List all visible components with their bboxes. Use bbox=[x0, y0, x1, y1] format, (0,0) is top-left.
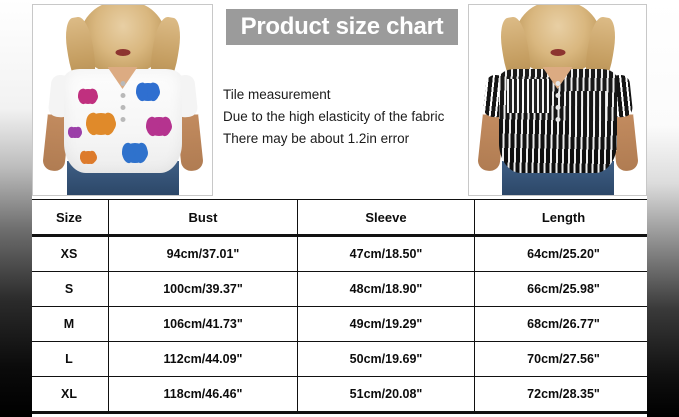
cell-bust: 94cm/37.01" bbox=[108, 235, 298, 272]
hair bbox=[79, 5, 166, 73]
column-header-bust: Bust bbox=[108, 199, 298, 237]
lips bbox=[550, 49, 565, 56]
cell-sleeve: 50cm/19.69" bbox=[297, 341, 475, 377]
table-row: L 112cm/44.09" 50cm/19.69" 70cm/27.56" bbox=[29, 341, 653, 377]
cell-length: 68cm/26.77" bbox=[474, 306, 653, 342]
hair bbox=[514, 5, 601, 73]
cell-length: 72cm/28.35" bbox=[474, 376, 653, 414]
cell-bust: 100cm/39.37" bbox=[108, 271, 298, 307]
butterfly-print-blue bbox=[135, 83, 160, 101]
note-line-3: There may be about 1.2in error bbox=[223, 131, 410, 146]
cell-length: 66cm/25.98" bbox=[474, 271, 653, 307]
cell-bust: 112cm/44.09" bbox=[108, 341, 298, 377]
cell-size: L bbox=[29, 341, 109, 377]
button bbox=[555, 93, 560, 98]
cell-size: S bbox=[29, 271, 109, 307]
info-column: Product size chart Tile measurement Due … bbox=[218, 0, 466, 200]
note-line-2: Due to the high elasticity of the fabric bbox=[223, 109, 445, 124]
button-placket bbox=[117, 69, 129, 129]
table-row: XL 118cm/46.46" 51cm/20.08" 72cm/28.35" bbox=[29, 376, 653, 414]
button bbox=[120, 117, 125, 122]
product-photo-left bbox=[32, 4, 213, 196]
button bbox=[120, 81, 125, 86]
table-row: XS 94cm/37.01" 47cm/18.50" 64cm/25.20" bbox=[29, 235, 653, 272]
cell-size: XS bbox=[29, 235, 109, 272]
table-row: M 106cm/41.73" 49cm/19.29" 68cm/26.77" bbox=[29, 306, 653, 342]
table-header-row: Size Bust Sleeve Length bbox=[29, 199, 653, 237]
button-placket bbox=[552, 69, 564, 129]
cell-bust: 106cm/41.73" bbox=[108, 306, 298, 342]
cell-length: 64cm/25.20" bbox=[474, 235, 653, 272]
page-title: Product size chart bbox=[240, 13, 444, 40]
cell-sleeve: 48cm/18.90" bbox=[297, 271, 475, 307]
butterfly-print-magenta bbox=[77, 89, 98, 104]
button bbox=[120, 105, 125, 110]
measurement-notes: Tile measurement Due to the high elastic… bbox=[223, 84, 467, 150]
butterfly-print-blue-lower bbox=[121, 143, 148, 163]
title-banner: Product size chart bbox=[226, 9, 458, 45]
black-striped-blouse bbox=[498, 67, 617, 173]
lips bbox=[115, 49, 130, 56]
cell-bust: 118cm/46.46" bbox=[108, 376, 298, 414]
cell-length: 70cm/27.56" bbox=[474, 341, 653, 377]
model-illustration-black-blouse bbox=[469, 5, 646, 195]
table-row: S 100cm/39.37" 48cm/18.90" 66cm/25.98" bbox=[29, 271, 653, 307]
product-photo-right bbox=[468, 4, 647, 196]
butterfly-print-purple bbox=[145, 117, 172, 136]
button bbox=[555, 117, 560, 122]
cell-size: XL bbox=[29, 376, 109, 414]
white-butterfly-blouse bbox=[63, 67, 182, 173]
butterfly-print-orange bbox=[85, 113, 116, 135]
top-section: Product size chart Tile measurement Due … bbox=[32, 0, 647, 200]
column-header-sleeve: Sleeve bbox=[297, 199, 475, 237]
butterfly-print-violet-small bbox=[67, 127, 82, 138]
left-letterbox-band bbox=[0, 0, 32, 417]
cell-sleeve: 51cm/20.08" bbox=[297, 376, 475, 414]
button bbox=[555, 81, 560, 86]
column-header-length: Length bbox=[474, 199, 653, 237]
butterfly-print-orange-small bbox=[79, 151, 97, 164]
column-header-size: Size bbox=[29, 199, 109, 237]
note-line-1: Tile measurement bbox=[223, 87, 331, 102]
button bbox=[120, 93, 125, 98]
cell-size: M bbox=[29, 306, 109, 342]
size-chart-table: Size Bust Sleeve Length XS 94cm/37.01" 4… bbox=[29, 199, 653, 414]
cell-sleeve: 47cm/18.50" bbox=[297, 235, 475, 272]
model-illustration-white-blouse bbox=[33, 5, 212, 195]
cell-sleeve: 49cm/19.29" bbox=[297, 306, 475, 342]
button bbox=[555, 105, 560, 110]
